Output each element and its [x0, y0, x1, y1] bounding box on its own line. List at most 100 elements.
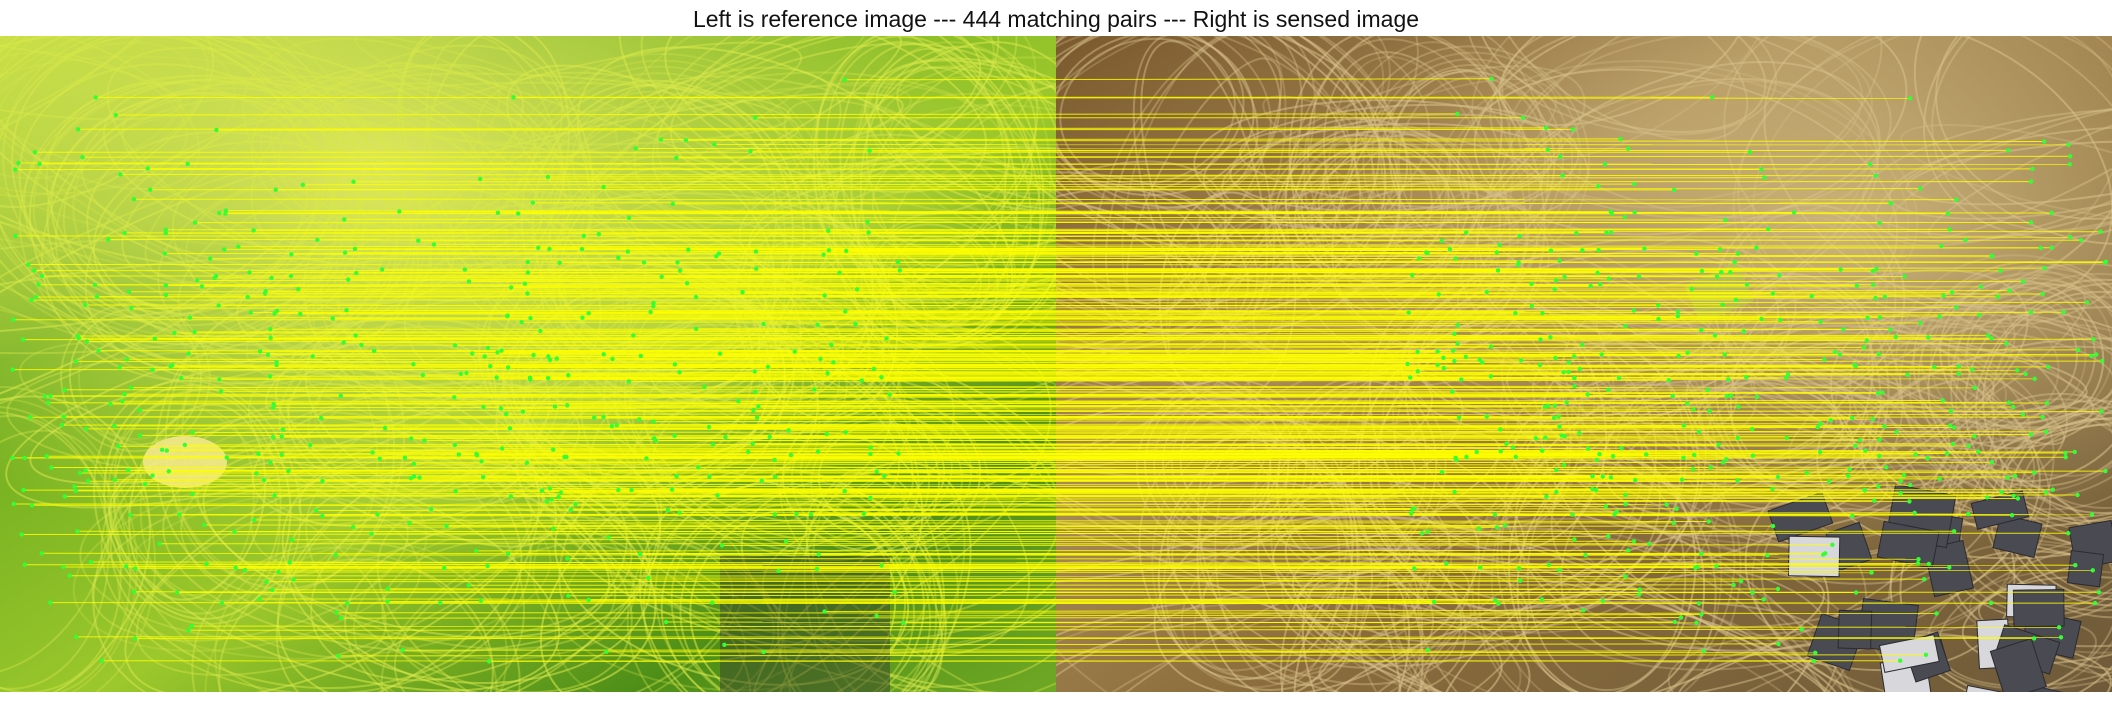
match-line	[844, 490, 1557, 493]
reference-keypoint	[772, 457, 777, 463]
reference-keypoint	[108, 401, 113, 407]
sensed-keypoint	[1950, 441, 1956, 447]
match-line	[640, 355, 1466, 358]
sensed-keypoint	[1644, 452, 1649, 457]
reference-keypoint	[19, 532, 24, 537]
terrace-contour	[0, 187, 322, 405]
sensed-keypoint	[1618, 136, 1623, 142]
sensed-keypoint	[1542, 404, 1548, 409]
reference-keypoint	[866, 230, 871, 235]
sensed-keypoint	[1636, 592, 1642, 597]
image-pair-canvas	[0, 36, 2112, 692]
sensed-keypoint	[1588, 283, 1593, 289]
terrace-contour	[832, 41, 1056, 349]
sensed-keypoint	[1419, 531, 1425, 536]
reference-keypoint	[37, 161, 42, 167]
match-line	[679, 512, 1412, 514]
reference-keypoint	[761, 649, 766, 655]
match-line	[147, 167, 1762, 170]
reference-keypoint	[478, 176, 483, 182]
reference-keypoint	[696, 465, 701, 470]
sensed-keypoint	[1476, 526, 1482, 531]
sensed-keypoint	[1439, 469, 1445, 475]
reference-keypoint	[159, 447, 165, 452]
reference-keypoint	[565, 556, 570, 561]
village-roof	[1970, 490, 2030, 530]
match-line	[687, 282, 1601, 285]
reference-keypoint	[710, 442, 716, 447]
match-line	[633, 335, 1896, 338]
reference-keypoint	[354, 270, 359, 276]
match-line	[618, 257, 1456, 260]
reference-keypoint	[122, 230, 127, 236]
sensed-keypoint	[1478, 565, 1483, 570]
reference-keypoint	[106, 237, 111, 242]
reference-keypoint	[411, 474, 417, 479]
reference-keypoint	[556, 494, 561, 500]
reference-keypoint	[625, 249, 630, 254]
sensed-keypoint	[1552, 286, 1557, 292]
sensed-keypoint	[1581, 608, 1586, 613]
reference-keypoint	[592, 415, 597, 420]
reference-keypoint	[495, 210, 501, 215]
reference-keypoint	[117, 365, 122, 370]
match-line	[724, 643, 1779, 646]
sensed-keypoint	[2067, 162, 2072, 167]
sensed-keypoint	[2072, 449, 2077, 455]
sensed-keypoint	[1888, 327, 1893, 332]
match-line	[827, 371, 1569, 374]
match-line	[152, 475, 2016, 477]
reference-keypoint	[530, 200, 536, 205]
sensed-keypoint	[1488, 344, 1494, 349]
sensed-keypoint	[1770, 486, 1775, 492]
reference-keypoint	[113, 112, 119, 118]
reference-keypoint	[308, 442, 313, 448]
match-line	[753, 409, 2102, 412]
match-line	[826, 432, 1580, 435]
reference-keypoint	[22, 562, 27, 567]
reference-keypoint	[330, 316, 335, 321]
sensed-keypoint	[1690, 467, 1696, 472]
sensed-keypoint	[1701, 648, 1707, 654]
reference-keypoint	[256, 451, 261, 456]
reference-keypoint	[565, 403, 570, 408]
terrace-contour	[1913, 36, 2112, 246]
reference-keypoint	[507, 426, 513, 431]
sensed-keypoint	[1533, 436, 1539, 441]
match-line	[567, 558, 1919, 560]
reference-keypoint	[686, 247, 691, 252]
sensed-keypoint	[1989, 254, 1995, 259]
reference-keypoint	[145, 166, 150, 171]
match-line	[468, 279, 1557, 282]
sensed-keypoint	[2011, 493, 2016, 498]
sensed-keypoint	[1719, 270, 1724, 275]
match-line	[640, 552, 1826, 555]
sensed-keypoint	[1580, 342, 1585, 347]
reference-keypoint	[776, 568, 781, 574]
sensed-keypoint	[1632, 181, 1637, 187]
sensed-keypoint	[1905, 372, 1910, 377]
reference-keypoint	[651, 300, 656, 306]
match-line	[611, 424, 1951, 427]
reference-keypoint	[409, 436, 414, 441]
sensed-keypoint	[2066, 142, 2071, 147]
reference-keypoint	[442, 565, 447, 571]
match-line	[322, 514, 1496, 517]
reference-keypoint	[515, 211, 521, 216]
sensed-keypoint	[1947, 227, 1952, 232]
terrace-contour	[1685, 359, 1856, 486]
reference-keypoint	[601, 352, 606, 357]
sensed-keypoint	[2084, 300, 2090, 305]
reference-keypoint	[233, 565, 238, 570]
reference-keypoint	[346, 277, 351, 282]
reference-keypoint	[29, 503, 35, 508]
sensed-keypoint	[1580, 248, 1585, 253]
terrace-contour	[267, 398, 565, 511]
reference-keypoint	[748, 149, 753, 154]
reference-keypoint	[837, 270, 842, 275]
terrace-contour	[0, 36, 341, 337]
reference-keypoint	[429, 506, 434, 512]
reference-keypoint	[824, 431, 829, 437]
reference-keypoint	[651, 303, 656, 309]
sensed-keypoint	[1988, 600, 1994, 606]
